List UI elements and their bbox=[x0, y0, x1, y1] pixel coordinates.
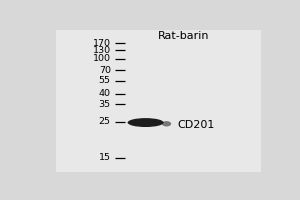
Text: 130: 130 bbox=[93, 46, 111, 55]
Ellipse shape bbox=[162, 121, 171, 126]
Text: 70: 70 bbox=[99, 66, 111, 75]
Text: 100: 100 bbox=[93, 54, 111, 63]
Text: 35: 35 bbox=[99, 100, 111, 109]
Text: 15: 15 bbox=[99, 153, 111, 162]
Text: 170: 170 bbox=[93, 39, 111, 48]
FancyBboxPatch shape bbox=[56, 30, 261, 172]
Text: 55: 55 bbox=[99, 76, 111, 85]
Text: 25: 25 bbox=[99, 117, 111, 126]
Text: CD201: CD201 bbox=[177, 120, 214, 130]
Text: Rat-barin: Rat-barin bbox=[158, 31, 210, 41]
Text: 40: 40 bbox=[99, 89, 111, 98]
Ellipse shape bbox=[128, 118, 164, 127]
